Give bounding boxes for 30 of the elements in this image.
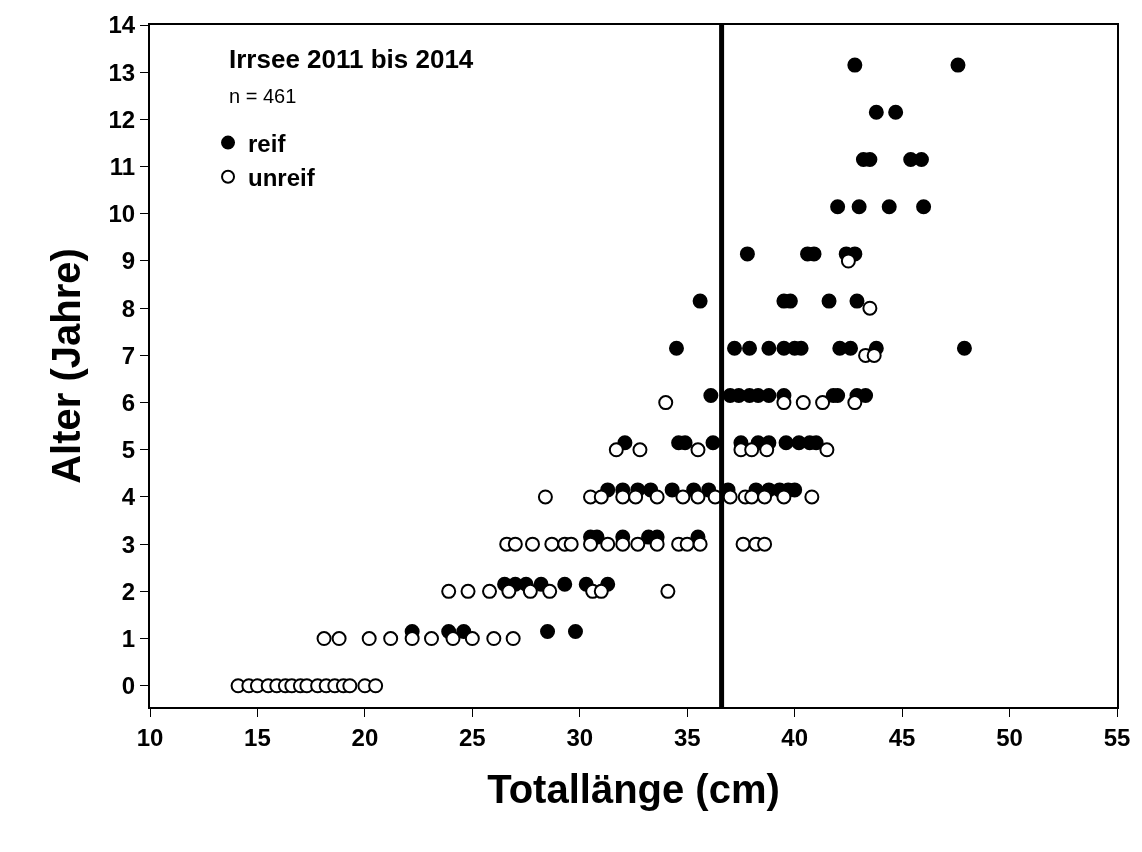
y-tick-label: 9 [121, 247, 136, 275]
x-tick-label: 45 [888, 723, 916, 751]
x-tick-label: 55 [1103, 723, 1131, 751]
x-tick-label: 20 [351, 723, 379, 751]
y-tick-label: 8 [121, 294, 136, 322]
y-tick-label: 6 [121, 388, 136, 416]
y-tick-label: 7 [121, 341, 136, 369]
x-tick-label: 30 [566, 723, 594, 751]
y-tick-label: 0 [121, 672, 136, 700]
y-tick-label: 14 [108, 11, 136, 39]
x-tick-label: 50 [996, 723, 1023, 751]
x-tick-label: 35 [673, 723, 701, 751]
legend-label: reif [248, 129, 287, 157]
y-tick-label: 1 [121, 624, 136, 652]
annotation: Irrsee 2011 bis 2014 [229, 44, 474, 74]
y-tick-label: 3 [121, 530, 136, 558]
y-tick-label: 11 [109, 152, 136, 180]
annotation: n = 461 [229, 85, 297, 107]
y-tick-label: 5 [121, 436, 136, 464]
y-tick-label: 10 [108, 200, 136, 228]
x-tick-label: 15 [244, 723, 271, 751]
y-tick-label: 4 [121, 483, 136, 511]
x-tick-label: 40 [781, 723, 809, 751]
x-axis-title: Totallänge (cm) [487, 766, 780, 811]
y-tick-label: 2 [121, 577, 136, 605]
x-tick-label: 25 [458, 723, 486, 751]
legend-label: unreif [248, 164, 316, 192]
y-axis-title: Alter (Jahre) [44, 248, 89, 484]
y-tick-label: 13 [108, 58, 136, 86]
y-tick-label: 12 [108, 105, 136, 133]
